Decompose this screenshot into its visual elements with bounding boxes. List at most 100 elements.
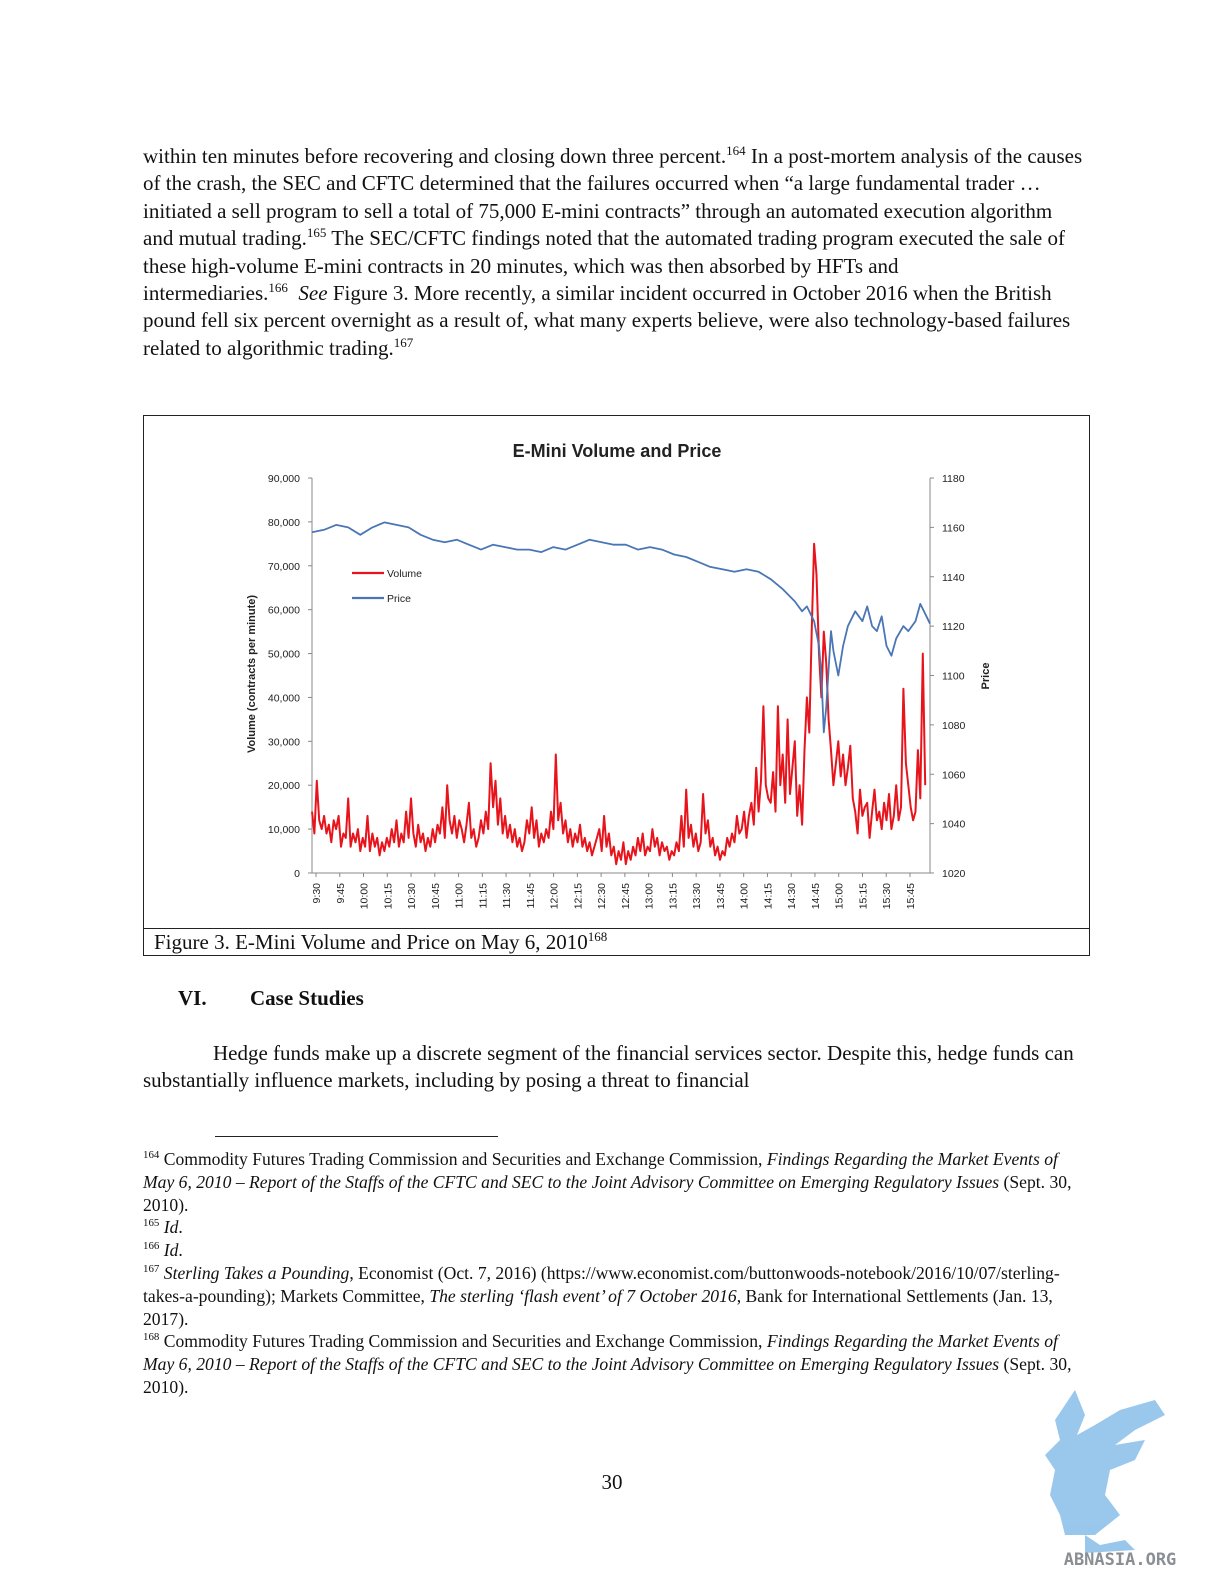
footnote-text: .	[178, 1240, 183, 1261]
y-tick-label: 0	[294, 868, 300, 880]
figure-frame	[143, 415, 1090, 956]
x-tick-label: 12:45	[620, 883, 632, 909]
footnote-164: 164 Commodity Futures Trading Commission…	[143, 1148, 1083, 1216]
footnote-165: 165 Id.	[143, 1216, 1083, 1239]
footnotes: 164 Commodity Futures Trading Commission…	[143, 1148, 1083, 1399]
x-tick-label: 12:15	[572, 883, 584, 909]
footnote-text: Commodity Futures Trading Commission and…	[159, 1149, 767, 1169]
footnote-title: Id	[163, 1217, 179, 1238]
y-tick-label: 90,000	[268, 473, 300, 485]
x-tick-label: 14:45	[810, 883, 822, 909]
chart-background	[219, 416, 1016, 924]
x-tick-label: 9:30	[311, 883, 323, 904]
caption-text: Figure 3. E-Mini Volume and Price on May…	[154, 930, 588, 954]
footnote-text: .	[178, 1217, 183, 1238]
legend-label-volume: Volume	[387, 568, 422, 580]
section-number: VI.	[178, 986, 207, 1010]
footnote-number: 164	[143, 1149, 160, 1162]
y2-tick-label: 1160	[942, 522, 965, 534]
x-tick-label: 11:30	[501, 883, 513, 909]
x-tick-label: 10:00	[359, 883, 371, 909]
watermark-logo: ABNASIA.ORG	[1045, 1390, 1176, 1570]
footnote-168: 168 Commodity Futures Trading Commission…	[143, 1330, 1083, 1398]
footnote-ref-167[interactable]: 167	[393, 334, 414, 350]
series-line-volume	[311, 542, 927, 866]
footnote-title: Id	[163, 1240, 179, 1261]
y2-tick-label: 1060	[942, 769, 966, 781]
y2-tick-label: 1140	[942, 572, 965, 584]
x-tick-label: 10:30	[406, 883, 418, 909]
footnote-ref-165[interactable]: 165	[306, 225, 327, 241]
y-tick-label: 60,000	[268, 605, 300, 617]
x-tick-label: 15:45	[905, 883, 917, 909]
footnote-ref-168[interactable]: 168	[587, 929, 608, 944]
footnote-166: 166 Id.	[143, 1239, 1083, 1262]
y-axis-label: Volume (contracts per minute)	[246, 595, 258, 753]
paragraph-text: In a post-mortem analysis of the causes …	[143, 144, 1083, 251]
y2-tick-label: 1080	[942, 720, 966, 732]
y2-tick-label: 1180	[942, 473, 965, 485]
y-tick-label: 70,000	[268, 561, 300, 573]
footnote-title: The sterling ‘flash event’ of 7 October …	[429, 1285, 737, 1306]
y2-tick-label: 1100	[942, 671, 965, 683]
footnote-text: , Economist (Oct. 7, 2016) (https://www.…	[143, 1262, 1060, 1306]
footnote-text: (Sept. 30, 2010).	[143, 1354, 1072, 1397]
x-tick-label: 10:45	[430, 883, 442, 909]
x-tick-label: 15:30	[881, 883, 893, 909]
x-tick-label: 15:15	[857, 883, 869, 909]
x-tick-label: 12:30	[596, 883, 608, 909]
x-tick-label: 11:45	[525, 883, 537, 909]
x-tick-label: 13:30	[691, 883, 703, 909]
x-tick-label: 11:00	[454, 883, 466, 909]
footnote-title: Findings Regarding the Market Events of …	[143, 1331, 1058, 1375]
chart-title: E-Mini Volume and Price	[513, 441, 722, 461]
y-tick-label: 10,000	[268, 824, 300, 836]
section-title: Case Studies	[250, 986, 364, 1010]
figure-caption: Figure 3. E-Mini Volume and Price on May…	[154, 929, 607, 955]
y-tick-label: 80,000	[268, 517, 300, 529]
x-tick-label: 14:00	[739, 883, 751, 909]
footnote-text: Commodity Futures Trading Commission and…	[159, 1331, 767, 1352]
y-tick-label: 20,000	[268, 780, 300, 792]
chart-axes: 0 10,000 20,000 30,000 40,000 50,000 60,000 70,…	[268, 473, 966, 909]
paragraph-text: Figure 3. More recently, a similar incid…	[143, 281, 1071, 360]
x-tick-label: 15:00	[834, 883, 846, 909]
y2-tick-label: 1020	[942, 868, 966, 880]
see-signal: See	[298, 281, 328, 306]
x-tick-label: 11:15	[477, 883, 489, 909]
footnote-number: 167	[143, 1263, 160, 1276]
x-tick-label: 13:45	[715, 883, 727, 909]
footnote-divider	[215, 1136, 498, 1137]
paragraph-text: The SEC/CFTC findings noted that the aut…	[143, 226, 1065, 306]
x-tick-label: 10:15	[382, 883, 394, 909]
footnote-number: 165	[143, 1217, 160, 1230]
x-tick-label: 12:00	[549, 883, 561, 909]
x-tick-label: 13:00	[644, 883, 656, 909]
x-tick-label: 14:15	[762, 883, 774, 909]
footnote-ref-164[interactable]: 164	[726, 143, 746, 158]
series-line-price	[311, 521, 931, 734]
chart-series	[311, 521, 931, 866]
legend-label-price: Price	[387, 593, 411, 605]
x-tick-label: 9:45	[335, 883, 347, 904]
page-number: 30	[601, 1470, 623, 1494]
y-tick-label: 40,000	[268, 692, 300, 704]
footnote-title: Sterling Takes a Pounding	[163, 1262, 350, 1283]
footnote-number: 168	[143, 1331, 160, 1344]
x-tick-label: 13:15	[667, 883, 679, 909]
caption-divider	[143, 928, 1090, 929]
griffin-icon	[1045, 1390, 1165, 1553]
footnote-number: 166	[143, 1240, 160, 1253]
x-tick-label: 14:30	[786, 883, 798, 909]
y-tick-label: 30,000	[268, 736, 300, 748]
footnote-167: 167 Sterling Takes a Pounding, Economist…	[143, 1262, 1083, 1330]
emini-chart: E-Mini Volume and Price 0 10,000 20,000 30,…	[219, 416, 1016, 924]
body-paragraph: within ten minutes before recovering and…	[143, 143, 1083, 362]
y-tick-label: 50,000	[268, 649, 300, 661]
footnote-title: Findings Regarding the Market Events of …	[143, 1149, 1058, 1192]
footnote-ref-166[interactable]: 166	[268, 280, 288, 296]
y2-tick-label: 1040	[942, 819, 966, 831]
footnote-text: (Sept. 30, 2010).	[143, 1171, 1072, 1215]
footnote-text: , Bank for International Settlements (Ja…	[143, 1285, 1053, 1329]
y2-tick-label: 1120	[942, 621, 965, 633]
